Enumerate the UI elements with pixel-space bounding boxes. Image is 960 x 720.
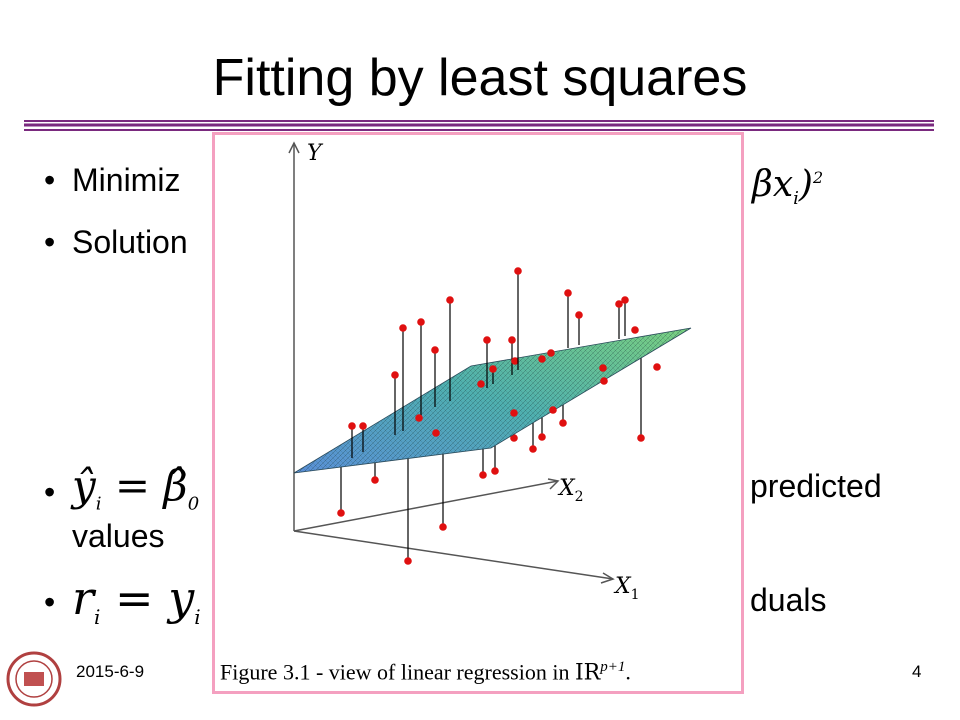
- bullet-dot: •: [44, 474, 56, 510]
- data-point: [600, 377, 608, 385]
- data-point: [479, 471, 487, 479]
- data-point: [529, 445, 537, 453]
- regression-plane-mesh: [294, 328, 691, 473]
- regression-figure: Y X1 X2: [212, 132, 744, 694]
- data-point: [508, 336, 516, 344]
- data-point: [510, 434, 518, 442]
- data-point: [564, 289, 572, 297]
- data-point: [415, 414, 423, 422]
- y-axis-label: Y: [307, 141, 324, 166]
- y-axis-arrow: [288, 141, 300, 154]
- data-point: [547, 349, 555, 357]
- data-point: [399, 324, 407, 332]
- x2-axis-label: X2: [557, 476, 584, 505]
- data-point: [359, 422, 367, 430]
- data-point: [637, 434, 645, 442]
- data-point: [538, 355, 546, 363]
- data-point: [599, 364, 607, 372]
- university-seal-icon: [6, 651, 62, 707]
- data-point: [404, 557, 412, 565]
- data-point: [348, 422, 356, 430]
- data-point: [483, 336, 491, 344]
- regression-plot: Y X1 X2: [288, 141, 692, 603]
- data-point: [615, 300, 623, 308]
- x2-axis-arrow: [547, 478, 560, 490]
- bullet-dot: •: [44, 224, 56, 260]
- data-point: [491, 467, 499, 475]
- x1-axis: [293, 530, 614, 580]
- bullet-solution: • Solution: [44, 224, 188, 261]
- bullet-predicted-cont: values: [72, 518, 165, 554]
- residual-formula: ri = yi: [72, 571, 201, 630]
- bullet-residuals: • ri = yi: [44, 571, 201, 630]
- slide-date: 2015-6-9: [76, 662, 145, 681]
- bullet-dot: •: [44, 162, 56, 198]
- data-point: [514, 267, 522, 275]
- data-point: [621, 296, 629, 304]
- data-point: [575, 311, 583, 319]
- bullet-minimize: • Minimiz: [44, 162, 181, 199]
- x2-axis: [293, 480, 559, 532]
- data-point: [446, 296, 454, 304]
- data-point: [337, 509, 345, 517]
- bullet-residuals-right: duals: [750, 582, 827, 618]
- bullet-predicted-right: predicted: [750, 468, 882, 504]
- bullet-predicted: • ŷi = β̂0: [44, 461, 200, 515]
- data-point: [417, 318, 425, 326]
- data-point: [391, 371, 399, 379]
- data-point: [489, 365, 497, 373]
- slide-title: Fitting by least squares: [212, 49, 748, 107]
- bullet-solution-text: Solution: [72, 224, 188, 260]
- title-divider: [24, 120, 934, 131]
- data-point: [371, 476, 379, 484]
- figure-caption: Figure 3.1 - view of linear regression i…: [220, 659, 631, 686]
- data-point: [510, 409, 518, 417]
- regression-plane-edge: [293, 327, 692, 474]
- data-point: [631, 326, 639, 334]
- bullet-dot: •: [44, 584, 56, 620]
- data-point: [432, 429, 440, 437]
- data-point: [559, 419, 567, 427]
- data-point: [477, 380, 485, 388]
- page-number: 4: [912, 662, 922, 681]
- data-point: [511, 357, 519, 365]
- residuals-above-group: [348, 267, 661, 458]
- bullet-minimize-math: βxi)2: [752, 164, 824, 210]
- data-point: [549, 406, 557, 414]
- x1-axis-label: X1: [613, 574, 640, 603]
- data-point: [538, 433, 546, 441]
- data-point: [653, 363, 661, 371]
- yhat-formula: ŷi = β̂0: [72, 461, 200, 515]
- data-point: [439, 523, 447, 531]
- data-point: [431, 346, 439, 354]
- x1-axis-arrow: [600, 572, 615, 584]
- bullet-minimize-text: Minimiz: [72, 162, 181, 198]
